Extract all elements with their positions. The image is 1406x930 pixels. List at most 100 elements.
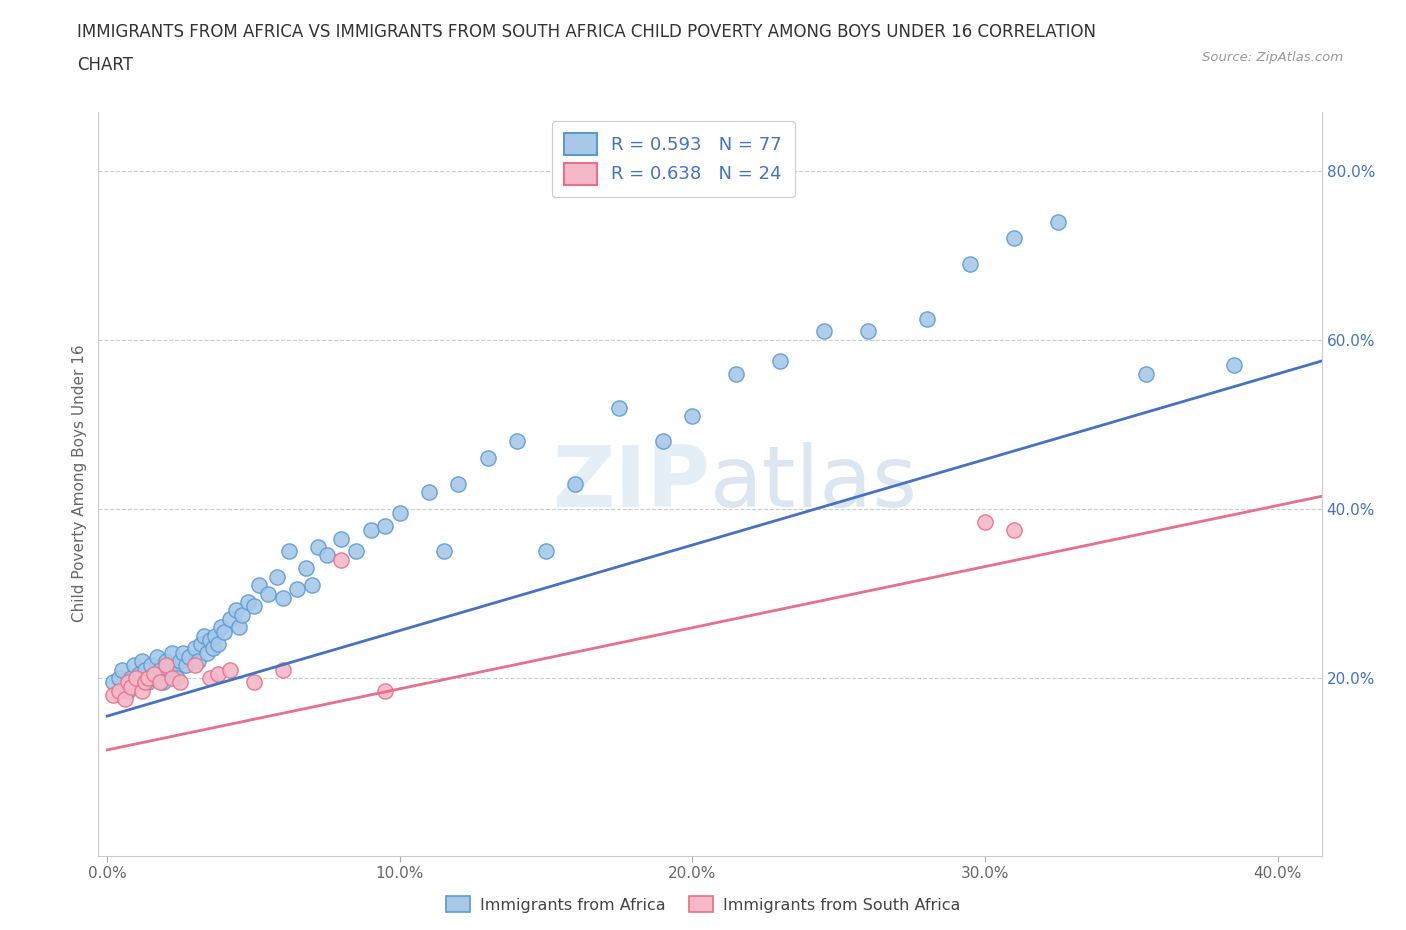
Point <box>160 645 183 660</box>
Point <box>219 662 242 677</box>
Point <box>607 400 630 415</box>
Point <box>287 582 309 597</box>
Point <box>257 586 280 601</box>
Point <box>315 548 337 563</box>
Point <box>330 531 353 546</box>
Point <box>231 607 253 622</box>
Point <box>477 451 499 466</box>
Point <box>160 671 183 685</box>
Point <box>1002 523 1025 538</box>
Point <box>447 476 470 491</box>
Y-axis label: Child Poverty Among Boys Under 16: Child Poverty Among Boys Under 16 <box>72 345 87 622</box>
Point <box>219 611 242 626</box>
Point <box>117 675 139 690</box>
Point <box>125 675 148 690</box>
Point <box>101 687 124 702</box>
Point <box>172 645 194 660</box>
Point <box>155 658 177 672</box>
Point <box>157 658 180 672</box>
Point <box>190 637 212 652</box>
Point <box>564 476 586 491</box>
Point <box>330 552 353 567</box>
Point <box>198 632 221 647</box>
Point <box>114 692 136 707</box>
Point <box>242 675 264 690</box>
Text: IMMIGRANTS FROM AFRICA VS IMMIGRANTS FROM SOUTH AFRICA CHILD POVERTY AMONG BOYS : IMMIGRANTS FROM AFRICA VS IMMIGRANTS FRO… <box>77 23 1097 41</box>
Text: ZIP: ZIP <box>553 442 710 525</box>
Text: atlas: atlas <box>710 442 918 525</box>
Point <box>506 434 529 449</box>
Point <box>143 667 166 682</box>
Point <box>228 620 250 635</box>
Point <box>271 662 294 677</box>
Point <box>212 624 235 639</box>
Point <box>169 654 191 669</box>
Text: CHART: CHART <box>77 56 134 73</box>
Point <box>198 671 221 685</box>
Point <box>307 539 329 554</box>
Point <box>152 675 174 690</box>
Point <box>108 684 131 698</box>
Point <box>915 312 938 326</box>
Point <box>108 671 131 685</box>
Point <box>344 544 367 559</box>
Point <box>1135 366 1157 381</box>
Point <box>295 561 318 576</box>
Point <box>266 569 288 584</box>
Point <box>204 629 226 644</box>
Point <box>209 620 232 635</box>
Point <box>131 654 153 669</box>
Point <box>136 671 159 685</box>
Point <box>301 578 323 592</box>
Point <box>242 599 264 614</box>
Point <box>1047 214 1070 229</box>
Point <box>169 675 191 690</box>
Point <box>174 658 197 672</box>
Point <box>856 324 879 339</box>
Legend: R = 0.593   N = 77, R = 0.638   N = 24: R = 0.593 N = 77, R = 0.638 N = 24 <box>551 121 794 197</box>
Point <box>277 544 299 559</box>
Point <box>388 506 411 521</box>
Point <box>146 649 169 664</box>
Point <box>120 671 142 685</box>
Point <box>207 667 229 682</box>
Point <box>813 324 835 339</box>
Point <box>195 645 218 660</box>
Point <box>184 641 207 656</box>
Legend: Immigrants from Africa, Immigrants from South Africa: Immigrants from Africa, Immigrants from … <box>441 891 965 917</box>
Point <box>769 353 792 368</box>
Point <box>652 434 675 449</box>
Point <box>131 684 153 698</box>
Point <box>225 603 247 618</box>
Text: Source: ZipAtlas.com: Source: ZipAtlas.com <box>1202 51 1343 64</box>
Point <box>433 544 456 559</box>
Point <box>120 679 142 694</box>
Point <box>149 662 172 677</box>
Point <box>149 675 172 690</box>
Point <box>111 662 134 677</box>
Point <box>959 257 981 272</box>
Point <box>139 658 162 672</box>
Point <box>271 591 294 605</box>
Point <box>128 667 150 682</box>
Point <box>155 654 177 669</box>
Point <box>125 671 148 685</box>
Point <box>163 667 186 682</box>
Point <box>374 518 396 533</box>
Point <box>117 684 139 698</box>
Point <box>101 675 124 690</box>
Point <box>1002 231 1025 246</box>
Point <box>136 675 159 690</box>
Point <box>207 637 229 652</box>
Point <box>134 675 156 690</box>
Point <box>1223 358 1246 373</box>
Point <box>134 662 156 677</box>
Point <box>184 658 207 672</box>
Point <box>974 514 997 529</box>
Point <box>682 408 704 423</box>
Point <box>143 671 166 685</box>
Point <box>166 671 188 685</box>
Point <box>122 658 145 672</box>
Point <box>236 594 259 609</box>
Point <box>247 578 270 592</box>
